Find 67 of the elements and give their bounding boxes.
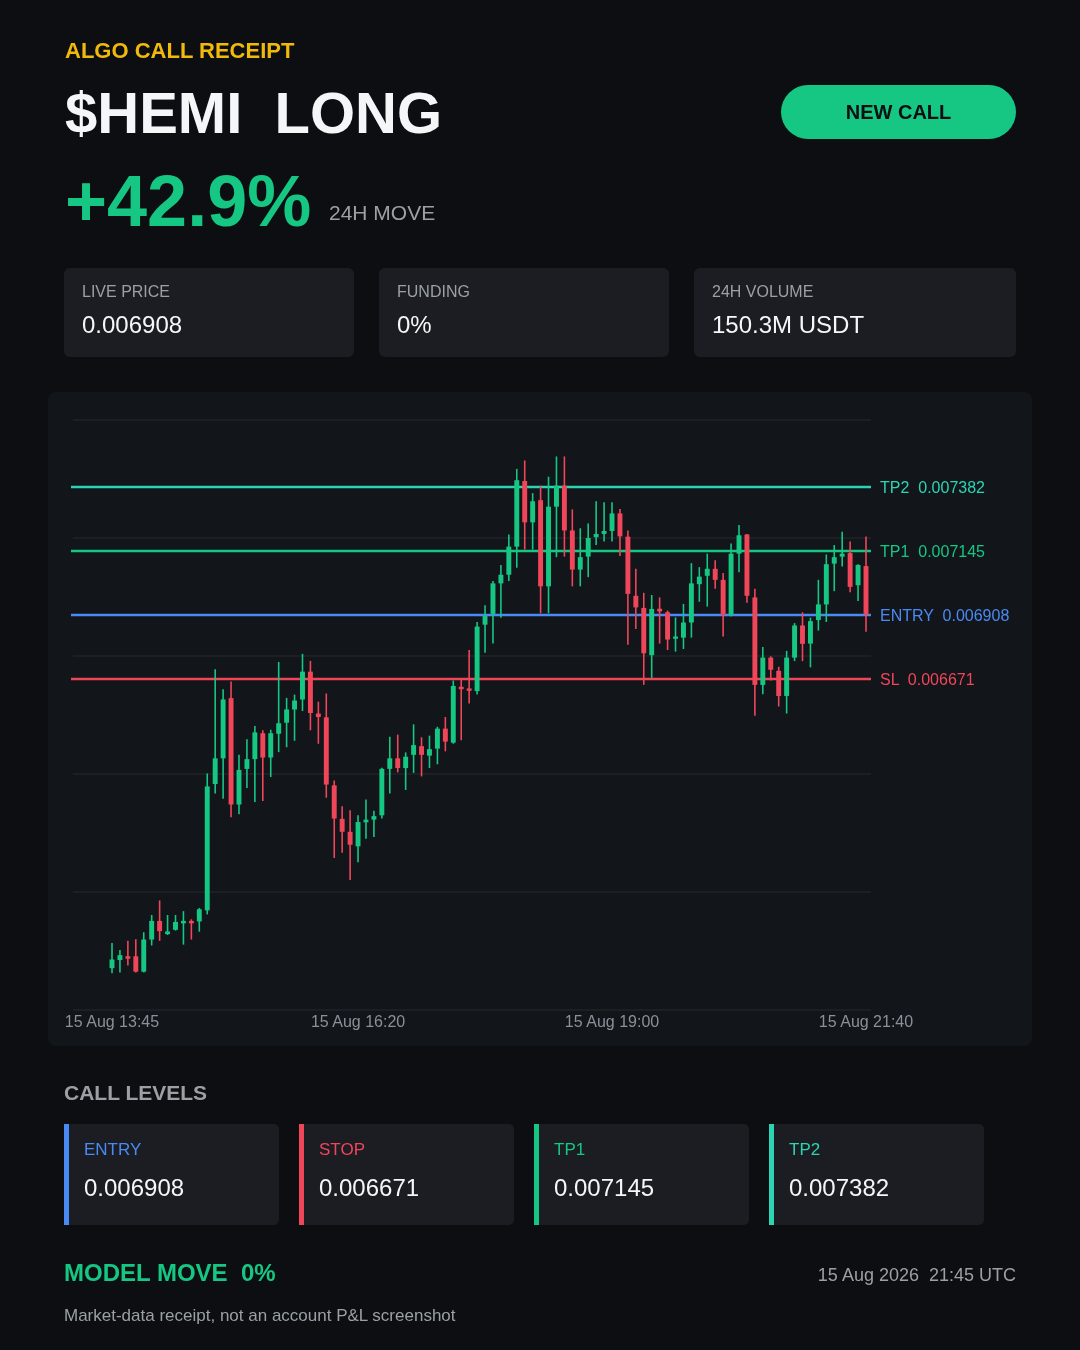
candlestick bbox=[347, 809, 353, 881]
text: 0.006908 bbox=[82, 311, 183, 338]
candlestick bbox=[419, 736, 424, 778]
candlestick bbox=[498, 564, 504, 619]
candlestick bbox=[371, 809, 377, 838]
candlestick bbox=[284, 697, 290, 749]
ref-line-label: ENTRY 0.006908 bbox=[880, 606, 1010, 624]
text: $HEMI LONG bbox=[65, 80, 443, 145]
candlestick bbox=[601, 501, 607, 543]
candlestick bbox=[680, 603, 686, 650]
candlestick bbox=[244, 738, 250, 789]
data-label: 0.007145 bbox=[554, 1174, 655, 1201]
data-label: 0.006908 bbox=[84, 1174, 185, 1201]
x-tick-label: 15 Aug 19:00 bbox=[564, 1013, 660, 1030]
text: 150.3M USDT bbox=[712, 311, 865, 338]
ref-line-label: SL 0.006671 bbox=[880, 670, 975, 688]
text: Market-data receipt, not an account P&L screenshot bbox=[64, 1306, 456, 1325]
candlestick bbox=[117, 949, 123, 974]
text: 24H VOLUME bbox=[712, 283, 814, 300]
candlestick bbox=[442, 716, 448, 753]
category-label: STOP bbox=[319, 1140, 365, 1159]
text: MODEL MOVE 0% bbox=[64, 1259, 276, 1286]
ref-line-label: TP2 0.007382 bbox=[880, 478, 986, 496]
ref-line-label: TP1 0.007145 bbox=[880, 542, 986, 560]
candlestick bbox=[712, 559, 718, 590]
text: ALGO CALL RECEIPT bbox=[65, 38, 295, 63]
candlestick bbox=[411, 723, 417, 774]
candlestick bbox=[427, 734, 432, 769]
candlestick bbox=[633, 567, 639, 630]
candlestick bbox=[617, 508, 623, 557]
data-label: 0.006671 bbox=[319, 1174, 420, 1201]
candlestick bbox=[387, 735, 393, 795]
candlestick bbox=[593, 500, 599, 546]
text: LIVE PRICE bbox=[82, 283, 171, 300]
text: NEW CALL bbox=[845, 101, 952, 123]
text: +42.9% bbox=[65, 161, 312, 241]
text: 15 Aug 2026 21:45 UTC bbox=[817, 1265, 1016, 1285]
text: 24H MOVE bbox=[329, 201, 436, 224]
text: 0% bbox=[397, 311, 432, 338]
candlestick bbox=[133, 938, 139, 974]
x-tick-label: 15 Aug 16:20 bbox=[310, 1013, 406, 1030]
candlestick bbox=[403, 751, 409, 791]
x-tick-label: 15 Aug 13:45 bbox=[64, 1013, 160, 1030]
candlestick bbox=[815, 579, 821, 632]
candlestick bbox=[149, 914, 155, 947]
category-label: TP2 bbox=[789, 1140, 821, 1159]
candlestick bbox=[125, 940, 131, 967]
candlestick bbox=[276, 661, 282, 753]
candlestick bbox=[673, 616, 678, 653]
candlestick bbox=[157, 899, 163, 942]
candlestick bbox=[292, 693, 298, 742]
candlestick bbox=[165, 914, 171, 936]
candlestick bbox=[196, 907, 202, 933]
x-tick-label: 15 Aug 21:40 bbox=[818, 1013, 914, 1030]
text: CALL LEVELS bbox=[64, 1081, 208, 1104]
candlestick bbox=[395, 733, 401, 774]
candlestick bbox=[434, 725, 440, 766]
candlestick bbox=[704, 552, 710, 608]
candlestick bbox=[696, 566, 702, 603]
candlestick bbox=[807, 616, 813, 669]
category-label: ENTRY bbox=[84, 1140, 142, 1159]
category-label: TP1 bbox=[554, 1140, 586, 1159]
candlestick bbox=[855, 563, 861, 602]
text: FUNDING bbox=[397, 283, 470, 300]
candlestick bbox=[800, 611, 805, 662]
candlestick bbox=[339, 805, 345, 854]
data-label: 0.007382 bbox=[789, 1174, 890, 1201]
